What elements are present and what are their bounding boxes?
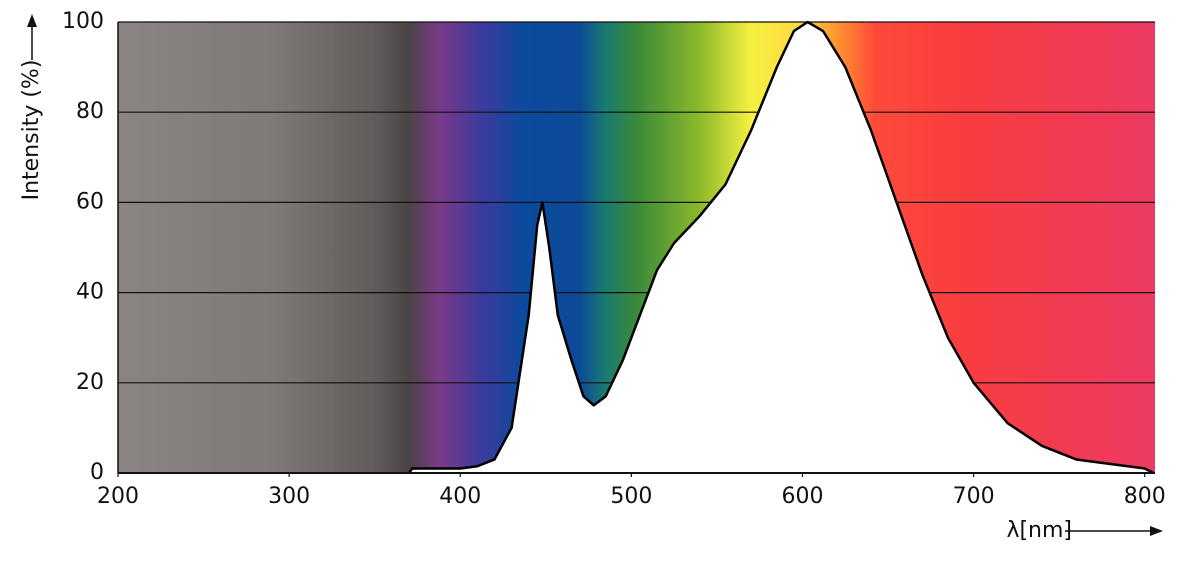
- x-tick-label: 300: [268, 484, 310, 509]
- y-tick-label: 80: [76, 99, 104, 124]
- x-tick-label: 500: [610, 484, 652, 509]
- y-tick-label: 40: [76, 280, 104, 305]
- x-tick-label: 400: [439, 484, 481, 509]
- y-tick-label: 0: [90, 460, 104, 485]
- area: [408, 22, 1154, 473]
- plot: [407, 20, 1154, 475]
- x-axis-label: λ[nm]: [1006, 518, 1072, 543]
- x-arrow-head: [1150, 526, 1163, 536]
- y-axis-label: Intensity (%): [19, 60, 44, 201]
- y-arrow-head: [27, 14, 37, 27]
- x-tick-label: 600: [781, 484, 823, 509]
- x-tick-label: 700: [953, 484, 995, 509]
- x-tick-label: 200: [97, 484, 139, 509]
- y-tick-label: 60: [76, 189, 104, 214]
- line: [407, 20, 1154, 475]
- y-tick-label: 20: [76, 370, 104, 395]
- x-tick-label: 800: [1124, 484, 1166, 509]
- y-tick-label: 100: [62, 9, 104, 34]
